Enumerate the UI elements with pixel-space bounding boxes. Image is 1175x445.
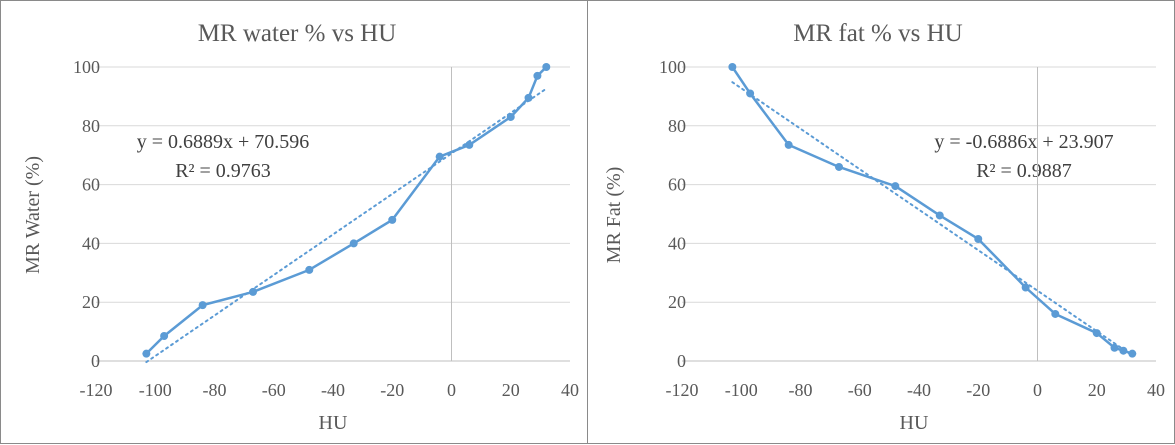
y-tick-label: 80: [82, 116, 100, 136]
plot-area: 0 20 40 60 80 100 -120 -100 -80 -60 -40 -20 0 20 40: [659, 57, 1165, 400]
y-tick-label: 80: [668, 116, 686, 136]
y-axis-label: MR Water (%): [22, 156, 44, 274]
data-point: [142, 349, 151, 358]
data-point: [198, 301, 207, 310]
data-point: [746, 89, 755, 98]
x-tick-label: -40: [321, 380, 345, 400]
data-point: [1051, 309, 1060, 318]
data-point: [465, 140, 474, 149]
data-point: [1021, 283, 1030, 292]
chart-fat: MR fat % vs HU HU MR Fat (%) y = -0.6886…: [603, 20, 1165, 434]
trendline: [145, 87, 548, 364]
trendline: [731, 81, 1134, 357]
trendline-r-squared: R² = 0.9887: [976, 160, 1072, 182]
x-tick-label: -60: [848, 380, 872, 400]
y-tick-label: 100: [659, 57, 686, 77]
data-point: [835, 162, 844, 171]
x-tick-label: -100: [725, 380, 758, 400]
trendline-r-squared: R² = 0.9763: [175, 160, 271, 182]
y-tick-label: 20: [668, 292, 686, 312]
data-point: [506, 112, 515, 121]
y-tick-label: 0: [677, 351, 686, 371]
x-tick-label: 0: [447, 380, 456, 400]
data-point: [249, 287, 258, 296]
x-tick-label: -40: [907, 380, 931, 400]
data-point: [524, 93, 533, 102]
y-tick-label: 20: [82, 292, 100, 312]
data-point: [1128, 349, 1137, 358]
data-point: [974, 234, 983, 243]
x-tick-label: -20: [966, 380, 990, 400]
data-point: [1092, 329, 1101, 338]
y-axis-label: MR Fat (%): [603, 167, 625, 264]
y-tick-label: 100: [73, 57, 100, 77]
data-point: [1110, 343, 1119, 352]
y-tick-label: 60: [668, 175, 686, 195]
x-tick-label: 40: [1147, 380, 1165, 400]
y-tick-label: 40: [82, 233, 100, 253]
data-point: [533, 71, 542, 80]
series-line: [731, 66, 1133, 355]
data-point: [349, 239, 358, 248]
x-tick-label: -20: [380, 380, 404, 400]
x-tick-label: 40: [561, 380, 579, 400]
chart-panel-water: MR water % vs HU HU MR Water (%) y = 0.6…: [0, 0, 588, 444]
data-point: [891, 182, 900, 191]
y-tick-label: 60: [82, 175, 100, 195]
x-tick-label: -120: [80, 380, 113, 400]
x-tick-label: 0: [1033, 380, 1042, 400]
x-axis-label: HU: [900, 412, 929, 434]
series-line: [145, 66, 548, 355]
data-point: [160, 332, 169, 341]
data-point: [542, 63, 551, 71]
x-tick-label: 20: [502, 380, 520, 400]
chart-title: MR fat % vs HU: [793, 20, 962, 47]
trendline-equation: y = -0.6886x + 23.907: [934, 131, 1113, 153]
x-tick-label: -100: [139, 380, 172, 400]
x-tick-label: -60: [262, 380, 286, 400]
x-tick-label: -80: [789, 380, 813, 400]
x-tick-label: 20: [1088, 380, 1106, 400]
trendline-equation: y = 0.6889x + 70.596: [137, 131, 310, 153]
data-point: [935, 211, 944, 220]
y-tick-label: 0: [91, 351, 100, 371]
data-point: [388, 215, 397, 224]
data-point: [784, 140, 793, 149]
chart-title: MR water % vs HU: [198, 20, 397, 47]
plot-area: 0 20 40 60 80 100 -120 -100 -80 -60 -40 -20 0 20 40: [73, 57, 579, 400]
x-tick-label: -120: [666, 380, 699, 400]
data-point: [728, 63, 737, 71]
data-point: [305, 265, 314, 274]
chart-water: MR water % vs HU HU MR Water (%) y = 0.6…: [22, 20, 579, 434]
data-point: [1119, 346, 1128, 355]
data-point: [435, 152, 444, 161]
chart-panel-fat: MR fat % vs HU HU MR Fat (%) y = -0.6886…: [587, 0, 1175, 444]
y-tick-label: 40: [668, 233, 686, 253]
x-tick-label: -80: [203, 380, 227, 400]
x-axis-label: HU: [319, 412, 348, 434]
